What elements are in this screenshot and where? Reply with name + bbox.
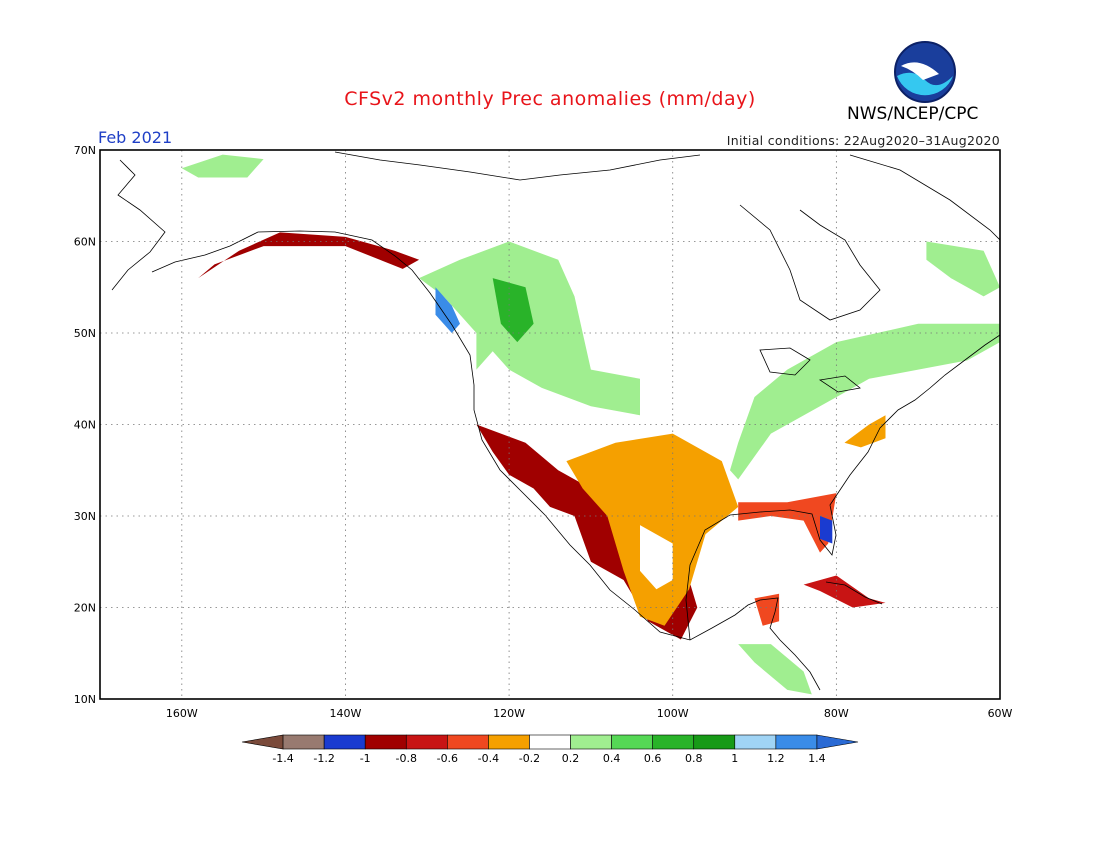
lat-tick-label: 20N [74,602,96,615]
graticule [100,150,1000,699]
colorbar-swatch [816,734,859,750]
lon-tick-label: 140W [330,707,362,720]
region-ohio-valley-green [730,323,1000,480]
valid-month-label: Feb 2021 [98,128,173,147]
colorbar-swatch [241,734,284,750]
initial-conditions-label: Initial conditions: 22Aug2020–31Aug2020 [726,133,1000,148]
region-northwest-green [419,241,640,416]
colorbar-tick-label: 1 [731,752,738,765]
colorbar-tick-label: 0.2 [562,752,580,765]
region-alaska-north-green [181,154,264,178]
lon-tick-label: 100W [657,707,689,720]
lon-tick-label: 120W [493,707,525,720]
colorbar-tick-label: 1.4 [808,752,826,765]
region-cuba-dry [803,575,886,608]
region-bc-interior-green [492,278,534,343]
colorbar-swatch [693,734,736,750]
lat-tick-label: 60N [74,236,96,249]
lat-tick-label: 40N [74,419,96,432]
lat-tick-label: 30N [74,510,96,523]
colorbar-tick-label: 1.2 [767,752,785,765]
noaa-logo [893,40,957,104]
colorbar-tick-label: 0.6 [644,752,662,765]
colorbar-swatch [611,734,653,750]
alaska-west-coast [111,159,166,291]
colorbar-tick-label: -1.4 [272,752,293,765]
colorbar-tick-label: -1 [360,752,371,765]
colorbar-swatch [364,734,407,750]
lon-tick-label: 80W [824,707,849,720]
colorbar-swatch [282,734,325,750]
lon-tick-label: 60W [988,707,1013,720]
lat-tick-label: 70N [74,144,96,157]
region-mid-atlantic-orange [844,415,886,448]
lat-tick-label: 10N [74,693,96,706]
coastline-layer [111,151,1000,691]
region-central-america-green [738,644,812,695]
colorbar-tick-label: -0.2 [519,752,540,765]
anomaly-regions-layer [181,154,1000,695]
north-america-coastline [151,230,821,691]
colorbar-tick-label: -0.8 [396,752,417,765]
map-frame [99,149,1001,700]
colorbar-swatch [775,734,818,750]
region-mexico-plateau-white [640,525,673,590]
lon-tick-label: 160W [166,707,198,720]
colorbar-tick-label: -0.4 [478,752,499,765]
arctic-coast [334,151,701,181]
colorbar-swatch [405,734,448,750]
region-quebec-labrador-green [926,241,1000,297]
great-lakes [759,347,861,393]
colorbar-swatch [570,734,612,750]
cuba-coast [825,581,883,605]
color-legend: -1.4 -1.2 -1 -0.8 -0.6 -0.4 -0.2 0.2 0.4 0.6 0.8 1 1… [241,734,859,765]
axis-labels: 160W 140W 120W 100W 80W 60W 10N 20N 30N 40N 50N 60N… [74,144,1013,720]
region-south-central-orange [566,433,739,626]
colorbar-swatch [323,734,366,750]
agency-label: NWS/NCEP/CPC [847,104,979,124]
colorbar-tick-label: 0.8 [685,752,703,765]
colorbar-swatch [488,734,530,750]
greenland-coast [849,154,1000,241]
colorbar-tick-label: 0.4 [603,752,621,765]
map-title: CFSv2 monthly Prec anomalies (mm/day) [344,88,756,110]
lat-tick-label: 50N [74,327,96,340]
colorbar-swatch [734,734,777,750]
colorbar-tick-label: -0.6 [437,752,458,765]
region-southeast-dry-band [738,493,837,553]
region-bc-coast-blue [435,287,460,333]
colorbar-swatch [447,734,489,750]
gulf-coastline [685,334,1000,641]
colorbar-swatch [652,734,695,750]
region-florida-wet-blue [820,516,833,544]
region-alaska-south-coast-dry [198,232,420,279]
colorbar-tick-label: -1.2 [313,752,334,765]
hudson-bay-coast [739,204,881,321]
colorbar-swatch [529,734,571,750]
